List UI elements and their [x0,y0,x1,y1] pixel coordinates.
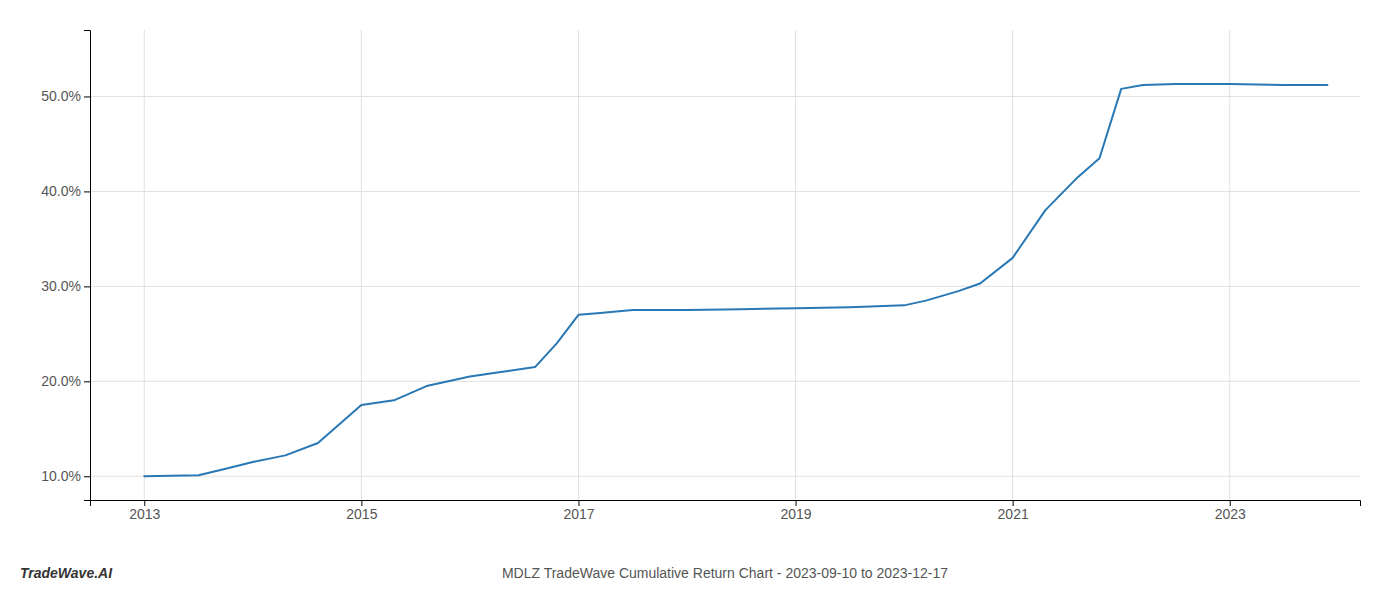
tick-mark [84,476,90,477]
tick: 2023 [1215,500,1246,522]
tick: 2021 [998,500,1029,522]
tick: 30.0% [41,278,90,294]
tick-label: 2015 [346,506,377,522]
axis-line [91,501,1361,507]
tick-label: 2023 [1215,506,1246,522]
grid-line [90,96,1360,97]
tick: 2015 [346,500,377,522]
tick-mark [84,381,90,382]
chart-container: 2013 2015 2017 2019 2021 2023 10.0% 20.0% 30.0% 4… [0,0,1400,600]
grid-line [795,30,796,500]
tick: 2019 [780,500,811,522]
grid-line [90,476,1360,477]
tick-label: 30.0% [41,278,81,294]
tick-label: 2017 [563,506,594,522]
tick: 2013 [129,500,160,522]
y-axis: 10.0% 20.0% 30.0% 40.0% 50.0% [41,31,90,501]
tick-label: 10.0% [41,468,81,484]
tick-label: 20.0% [41,373,81,389]
tick-label: 2021 [998,506,1029,522]
line [144,84,1327,476]
watermark: TradeWave.AI [20,565,113,581]
grid-line [90,191,1360,192]
grid [90,30,1360,500]
tick: 40.0% [41,183,90,199]
tick-mark [84,191,90,192]
grid-line [144,30,145,500]
tick: 20.0% [41,373,90,389]
grid-line [1229,30,1230,500]
plot-area [144,84,1327,476]
chart: 2013 2015 2017 2019 2021 2023 10.0% 20.0% 30.0% 4… [0,0,1400,600]
grid-line [361,30,362,500]
grid-line [1012,30,1013,500]
grid-line [90,286,1360,287]
title: MDLZ TradeWave Cumulative Return Chart -… [502,565,948,581]
tick-label: 2013 [129,506,160,522]
grid-line [90,381,1360,382]
tick-mark [84,96,90,97]
grid-line [578,30,579,500]
tick-label: 40.0% [41,183,81,199]
axis-line [84,31,91,501]
tick: 10.0% [41,468,90,484]
tick-label: 50.0% [41,88,81,104]
tick: 50.0% [41,88,90,104]
x-axis: 2013 2015 2017 2019 2021 2023 [91,500,1361,522]
tick-mark [84,286,90,287]
tick-label: 2019 [780,506,811,522]
tick: 2017 [563,500,594,522]
